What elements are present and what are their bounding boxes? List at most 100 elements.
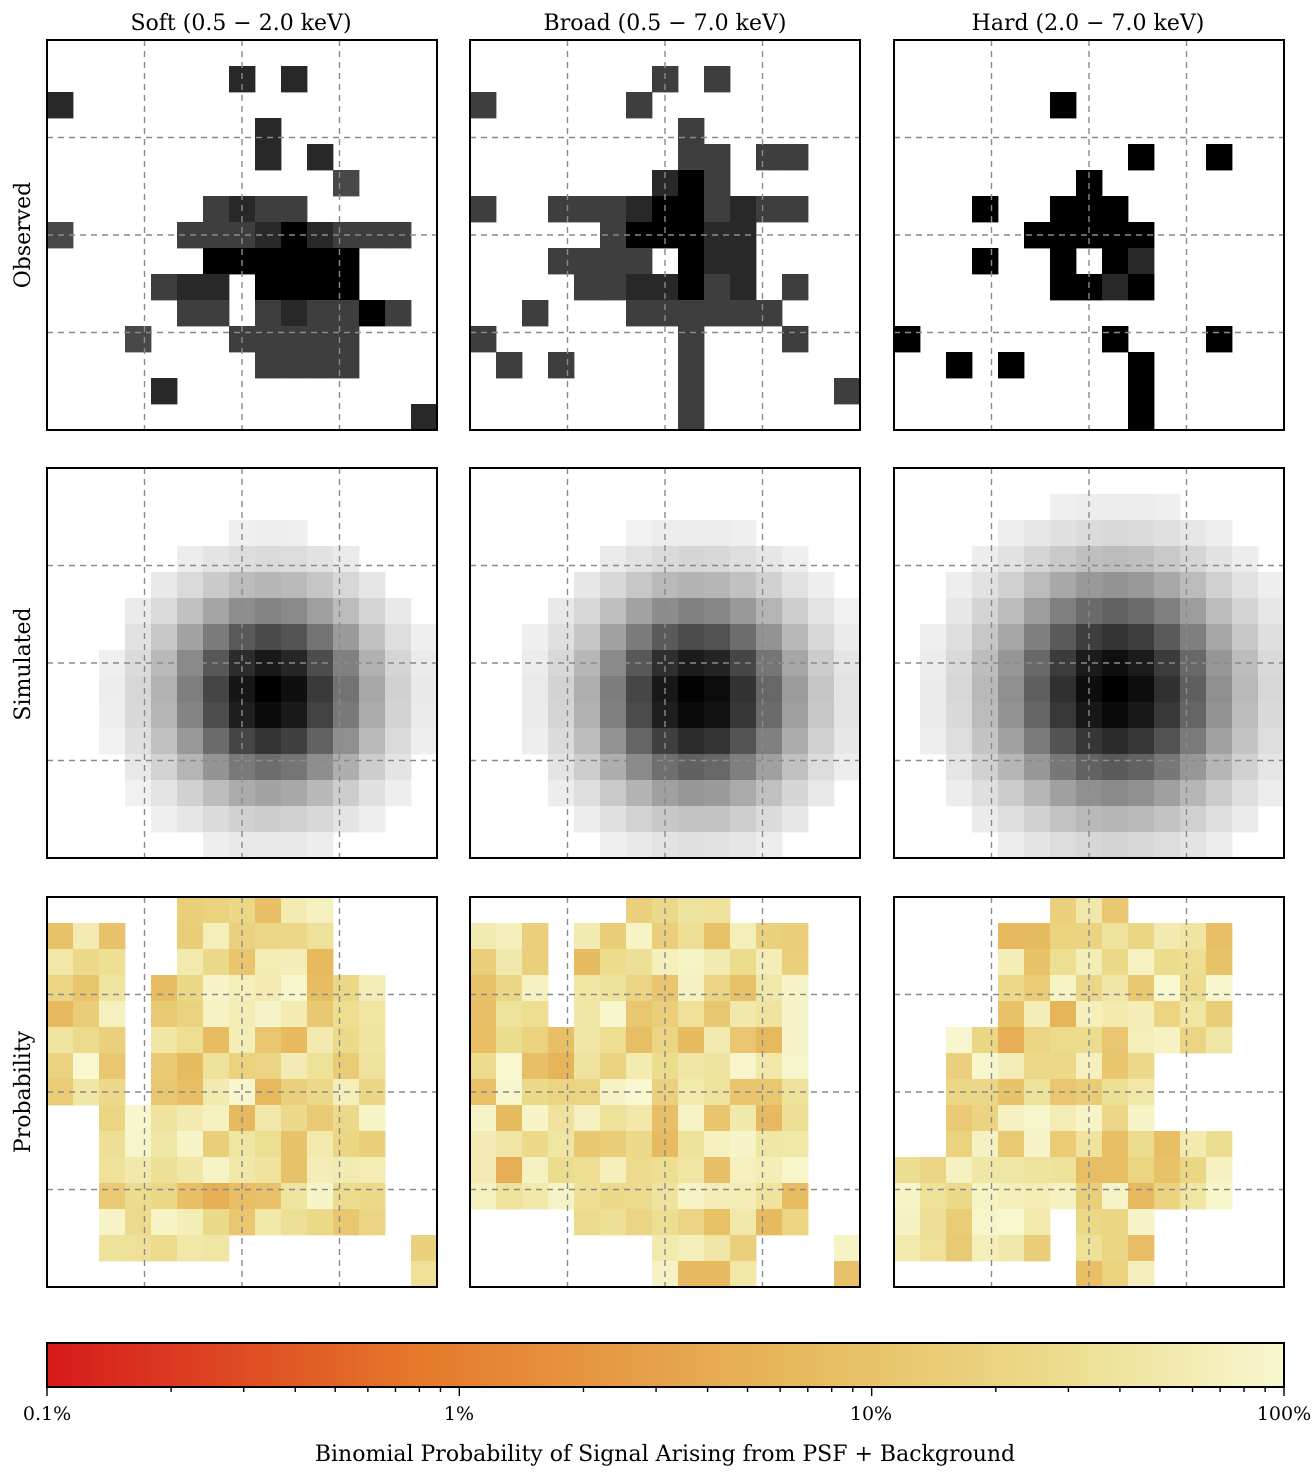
heatmap-cell [1050,598,1077,625]
heatmap-cell [704,676,731,703]
heatmap-cell [1206,546,1233,573]
heatmap-cell [678,897,705,924]
panel-probability-soft [46,896,438,1288]
heatmap-cell [652,728,679,755]
heatmap-cell [1206,572,1233,599]
heatmap-cell [972,572,999,599]
heatmap-cell [1024,780,1051,807]
heatmap-cell [626,300,653,327]
heatmap-cell [281,624,308,651]
heatmap-cell [678,1001,705,1028]
heatmap-cell [782,624,809,651]
heatmap-cell [151,806,178,833]
heatmap-cell [1154,949,1181,976]
heatmap-cell [626,728,653,755]
heatmap-cell [600,1183,627,1210]
heatmap-cell [756,975,783,1002]
heatmap-cell [1102,1001,1129,1028]
heatmap-cell [307,650,334,677]
heatmap-cell [496,923,523,950]
heatmap-cell [1180,923,1207,950]
heatmap-cell [1128,923,1155,950]
panel-frame [46,39,438,431]
heatmap-cell [678,624,705,651]
heatmap-cell [894,326,921,353]
heatmap-cell [1232,598,1259,625]
heatmap-cell [470,975,497,1002]
heatmap-cell [626,1183,653,1210]
heatmap-cell [678,1027,705,1054]
heatmap-cell [1102,806,1129,833]
heatmap-cell [1206,728,1233,755]
heatmap-cell [574,923,601,950]
heatmap-cell [1050,897,1077,924]
heatmap-cell [1128,352,1155,379]
heatmap-cell [333,975,360,1002]
heatmap-cell [678,1157,705,1184]
heatmap-cell [255,754,282,781]
heatmap-cell [333,248,360,275]
heatmap-cell [626,274,653,301]
heatmap-cell [626,248,653,275]
heatmap-cell [1232,572,1259,599]
heatmap-cell [229,728,256,755]
heatmap-cell [730,1105,757,1132]
panel-simulated-broad [469,467,861,859]
heatmap-cell [1050,975,1077,1002]
panel-observed-hard [893,39,1285,431]
heatmap-cell [1024,1027,1051,1054]
heatmap-cell [946,754,973,781]
heatmap-cell [920,1183,947,1210]
heatmap-cell [548,352,575,379]
heatmap-cell [203,1157,230,1184]
heatmap-cell [255,949,282,976]
heatmap-cell [333,1053,360,1080]
heatmap-cell [782,144,809,171]
heatmap-cell [359,780,386,807]
heatmap-cell [704,1183,731,1210]
heatmap-cell [281,352,308,379]
panel-frame [469,467,861,859]
heatmap-cell [756,572,783,599]
heatmap-cell [600,1157,627,1184]
heatmap-cell [972,1053,999,1080]
heatmap-cell [522,1157,549,1184]
heatmap-cell [998,546,1025,573]
heatmap-cell [1180,624,1207,651]
heatmap-cell [1180,598,1207,625]
heatmap-cell [203,780,230,807]
heatmap-cell [359,300,386,327]
heatmap-cell [678,274,705,301]
heatmap-cell [998,923,1025,950]
heatmap-cell [281,546,308,573]
heatmap-cell [177,1157,204,1184]
heatmap-cell [522,300,549,327]
heatmap-cell [203,923,230,950]
heatmap-cell [730,949,757,976]
heatmap-cell [1180,1157,1207,1184]
heatmap-cell [1128,1261,1155,1288]
heatmap-cell [998,754,1025,781]
heatmap-cell [574,1001,601,1028]
heatmap-cell [1024,1183,1051,1210]
heatmap-cell [626,1157,653,1184]
heatmap-cell [1050,624,1077,651]
heatmap-cell [626,702,653,729]
heatmap-cell [177,754,204,781]
heatmap-cell [1128,1105,1155,1132]
heatmap-cell [574,624,601,651]
heatmap-cell [704,1209,731,1236]
heatmap-cell [99,1001,126,1028]
heatmap-cell [177,923,204,950]
heatmap-cell [678,1235,705,1262]
heatmap-cell [522,624,549,651]
heatmap-cell [730,1001,757,1028]
heatmap-cell [704,196,731,223]
heatmap-cell [1206,1001,1233,1028]
heatmap-cell [704,754,731,781]
heatmap-cell [600,1105,627,1132]
heatmap-cell [1154,572,1181,599]
heatmap-cell [307,546,334,573]
heatmap-cell [600,1001,627,1028]
heatmap-cell [894,1209,921,1236]
